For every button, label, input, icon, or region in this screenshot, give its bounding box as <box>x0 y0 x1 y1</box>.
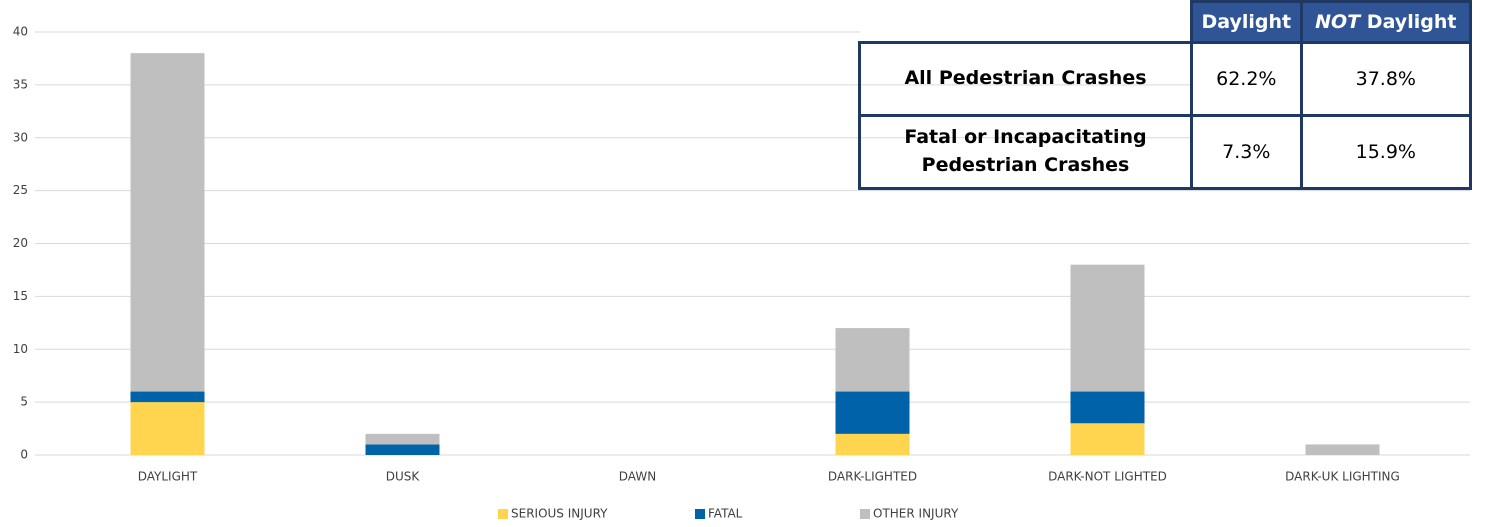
y-tick-label: 15 <box>13 289 28 303</box>
y-tick-label: 5 <box>20 395 28 409</box>
cell: 37.8% <box>1299 41 1473 117</box>
x-tick-label: DAWN <box>619 470 656 484</box>
column-emphasis: NOT <box>1315 11 1361 33</box>
bar-segment <box>1070 264 1145 392</box>
bar-segment <box>365 444 440 455</box>
summary-table: Daylight NOT Daylight All Pedestrian Cra… <box>858 0 1473 190</box>
x-tick-label: DAYLIGHT <box>138 470 198 484</box>
legend-swatch <box>695 509 705 519</box>
row-label: All Pedestrian Crashes <box>858 41 1193 117</box>
y-tick-label: 25 <box>13 183 28 197</box>
bar-segment <box>835 328 910 392</box>
bar-segment <box>130 391 205 403</box>
bar-segment <box>130 53 205 392</box>
cell: 7.3% <box>1190 114 1303 190</box>
cell: 15.9% <box>1299 114 1473 190</box>
bar-segment <box>1070 391 1145 424</box>
column-header: NOT Daylight <box>1299 0 1473 44</box>
blank-cell <box>859 1 1192 43</box>
y-tick-label: 10 <box>13 342 28 356</box>
x-tick-label: DARK-NOT LIGHTED <box>1048 470 1167 484</box>
legend-swatch <box>498 509 508 519</box>
bar-segment <box>835 391 910 434</box>
row-label: Fatal or Incapacitating Pedestrian Crash… <box>858 114 1193 190</box>
bar-segment <box>130 402 205 455</box>
x-tick-label: DUSK <box>386 470 421 484</box>
column-header: Daylight <box>1190 0 1303 44</box>
legend-swatch <box>860 509 870 519</box>
table-header: Daylight NOT Daylight <box>859 0 1473 44</box>
y-tick-label: 40 <box>13 25 28 39</box>
bar-segment <box>365 433 440 445</box>
y-tick-label: 30 <box>13 130 28 144</box>
y-tick-label: 35 <box>13 77 28 91</box>
legend-label: SERIOUS INJURY <box>511 507 608 521</box>
legend-label: OTHER INJURY <box>873 507 959 521</box>
y-tick-label: 20 <box>13 236 28 250</box>
cell: 62.2% <box>1190 41 1303 117</box>
bar-segment <box>1070 423 1145 455</box>
bar-segment <box>1305 444 1380 455</box>
bar-segment <box>835 433 910 455</box>
legend-label: FATAL <box>708 507 743 521</box>
y-tick-label: 0 <box>20 448 28 462</box>
x-tick-label: DARK-UK LIGHTING <box>1285 470 1400 484</box>
table-row: Fatal or Incapacitating Pedestrian Crash… <box>858 114 1473 190</box>
x-tick-label: DARK-LIGHTED <box>828 470 917 484</box>
table-row: All Pedestrian Crashes 62.2% 37.8% <box>858 41 1473 117</box>
column-text: Daylight <box>1366 11 1457 33</box>
